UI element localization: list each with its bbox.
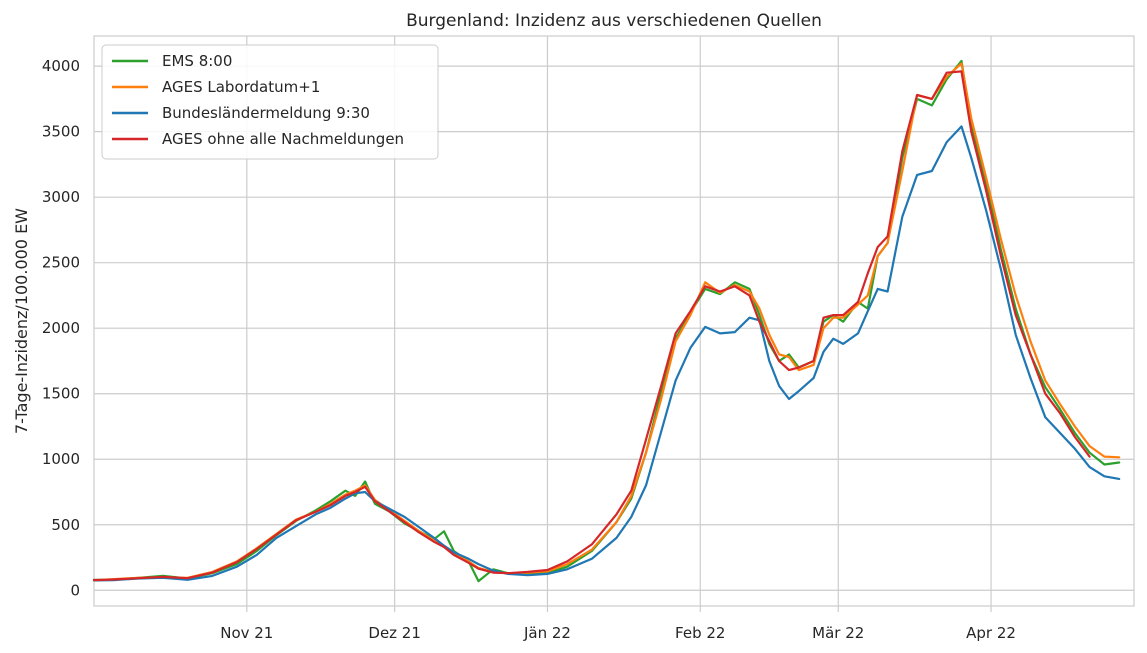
series-line-4 (92, 70, 1091, 582)
y-tick-label: 1500 (42, 385, 80, 403)
y-tick-label: 2000 (42, 319, 80, 337)
y-tick-label: 1000 (42, 450, 80, 468)
legend-label: Bundesländermeldung 9:30 (162, 104, 370, 122)
x-tick-label: Nov 21 (220, 624, 273, 642)
tick-labels: 0 500 1000 1500 2000 2500 3000 3500 4000 Nov 21 De… (42, 57, 1016, 642)
x-tick-label: Apr 22 (966, 624, 1016, 642)
legend-label: AGES Labordatum+1 (162, 78, 320, 96)
x-tick-label: Jän 22 (523, 624, 571, 642)
x-tick-label: Feb 22 (675, 624, 725, 642)
x-tick-label: Mär 22 (812, 624, 864, 642)
legend-box (101, 44, 439, 160)
series-lines (92, 59, 1121, 583)
legend: EMS 8:00 AGES Labordatum+1 Bundesländermel… (101, 44, 439, 160)
y-tick-label: 4000 (42, 57, 80, 75)
x-tick-label: Dez 21 (368, 624, 421, 642)
series-line-3 (92, 125, 1121, 582)
y-axis-label: 7-Tage-Inzidenz/100.000 EW (12, 208, 31, 434)
y-tick-label: 2500 (42, 254, 80, 272)
legend-label: AGES ohne alle Nachmeldungen (162, 130, 404, 148)
y-tick-label: 0 (70, 581, 80, 599)
plot-frame (93, 35, 1135, 607)
legend-label: EMS 8:00 (162, 52, 232, 70)
y-tick-label: 3500 (42, 123, 80, 141)
y-tick-label: 3000 (42, 188, 80, 206)
chart-title: Burgenland: Inzidenz aus verschiedenen Q… (406, 11, 822, 31)
series-line-2 (92, 62, 1121, 582)
y-tick-label: 500 (51, 516, 80, 534)
